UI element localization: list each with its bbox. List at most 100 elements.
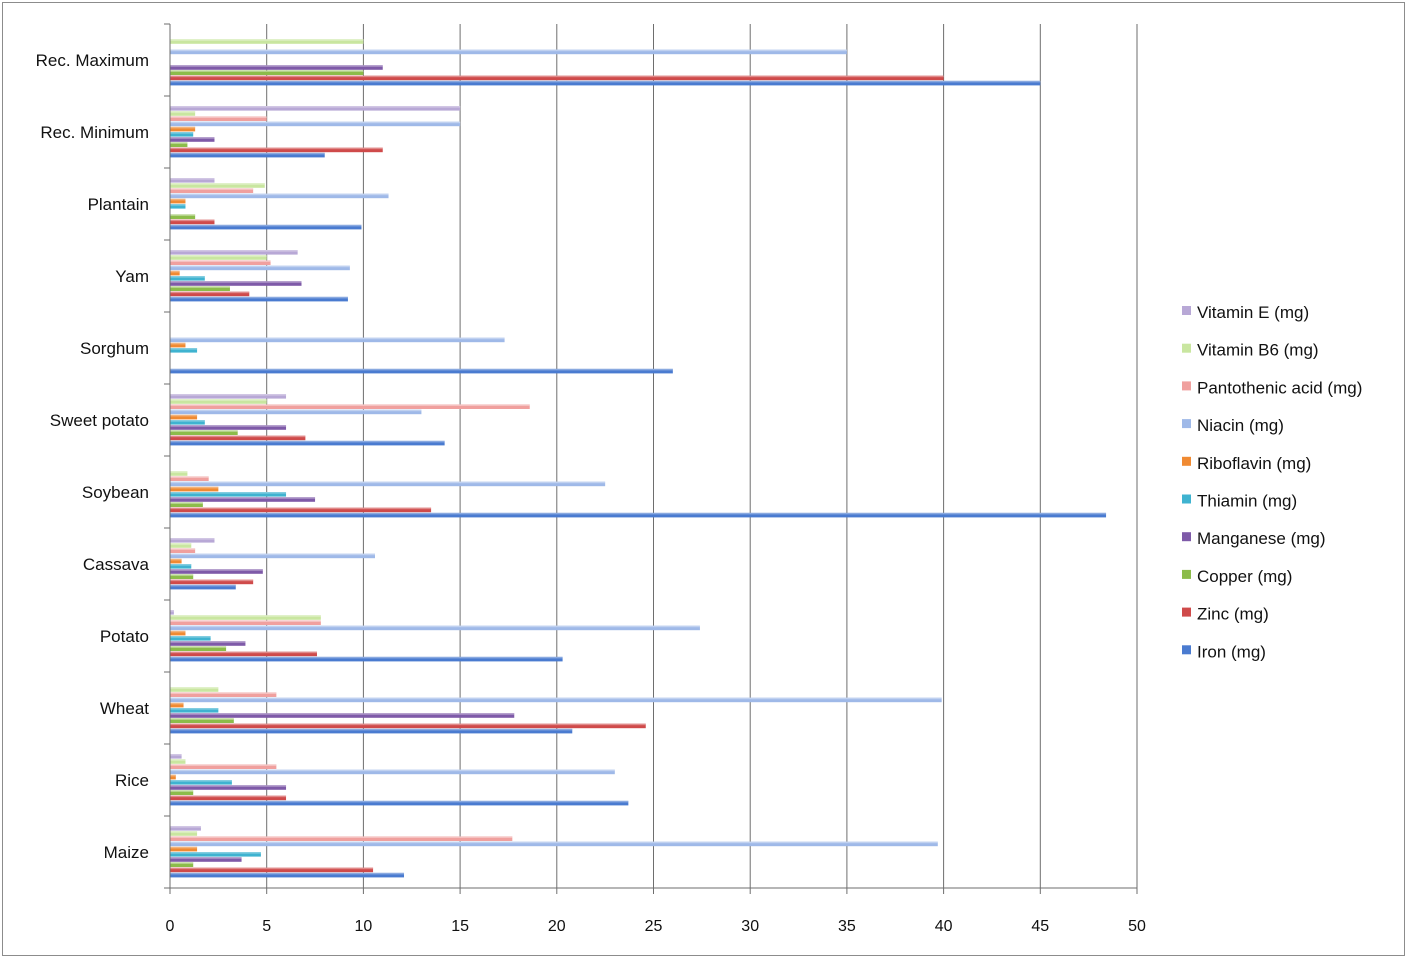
legend-swatch-zinc xyxy=(1182,607,1191,617)
bar-plantain-copper xyxy=(170,214,196,219)
bar-cassava-copper xyxy=(170,574,194,579)
bar-highlight xyxy=(170,250,298,252)
bar-highlight xyxy=(170,204,186,206)
bar-potato-vitamin-b6 xyxy=(170,615,321,620)
bar-highlight xyxy=(170,713,515,715)
bar-rec-maximum-vitamin-b6 xyxy=(170,39,364,44)
bar-highlight xyxy=(170,409,422,412)
bar-highlight xyxy=(170,831,198,833)
x-tick-label: 0 xyxy=(166,918,175,935)
bar-soybean-zinc xyxy=(170,507,432,513)
bar-highlight xyxy=(170,425,287,427)
bar-potato-riboflavin xyxy=(170,630,186,636)
bar-potato-vitamin-e xyxy=(170,610,174,615)
bar-maize-manganese xyxy=(170,857,242,862)
bar-highlight xyxy=(170,584,236,587)
bar-rec-maximum-manganese xyxy=(170,65,383,70)
bar-sweet-potato-iron xyxy=(170,440,445,446)
bar-highlight xyxy=(170,702,184,705)
bar-plantain-riboflavin xyxy=(170,198,186,204)
bar-sorghum-riboflavin xyxy=(170,342,186,348)
legend-swatch-copper xyxy=(1182,569,1191,579)
bar-soybean-niacin xyxy=(170,481,606,487)
bar-cassava-zinc xyxy=(170,579,254,585)
category-label-rec-minimum: Rec. Minimum xyxy=(40,123,149,142)
bar-cassava-vitamin-e xyxy=(170,538,215,543)
legend-label-manganese: Manganese (mg) xyxy=(1197,529,1326,548)
bar-highlight xyxy=(170,697,942,700)
bar-highlight xyxy=(170,126,196,129)
bar-rice-vitamin-e xyxy=(170,754,182,759)
bar-maize-pantothenic-acid xyxy=(170,836,513,841)
bar-sweet-potato-riboflavin xyxy=(170,414,198,420)
legend-swatch-riboflavin xyxy=(1182,456,1191,466)
bar-rec-minimum-vitamin-b6 xyxy=(170,111,196,116)
bar-sweet-potato-pantothenic-acid xyxy=(170,404,530,409)
category-label-sorghum: Sorghum xyxy=(80,339,149,358)
bar-highlight xyxy=(170,188,254,190)
bar-highlight xyxy=(170,404,530,406)
bar-maize-copper xyxy=(170,862,194,867)
legend-label-pantothenic-acid: Pantothenic acid (mg) xyxy=(1197,378,1362,397)
bar-highlight xyxy=(170,414,198,417)
bar-highlight xyxy=(170,718,234,720)
legend-label-vitamin-b6: Vitamin B6 (mg) xyxy=(1197,341,1319,360)
x-tick-label: 50 xyxy=(1128,918,1146,935)
bar-highlight xyxy=(170,106,461,108)
bar-potato-iron xyxy=(170,656,563,662)
x-tick-label: 35 xyxy=(838,918,856,935)
bar-highlight xyxy=(170,368,673,371)
bar-highlight xyxy=(170,507,432,510)
bar-highlight xyxy=(170,692,277,694)
bar-plantain-iron xyxy=(170,224,362,230)
bar-highlight xyxy=(170,728,573,731)
bar-highlight xyxy=(170,147,383,150)
bar-soybean-iron xyxy=(170,512,1107,518)
bar-highlight xyxy=(170,265,350,268)
bar-highlight xyxy=(170,49,847,52)
bar-yam-copper xyxy=(170,286,230,291)
legend-swatch-vitamin-e xyxy=(1182,306,1191,315)
bar-highlight xyxy=(170,795,287,798)
legend-swatch-pantothenic-acid xyxy=(1182,381,1191,391)
bar-sweet-potato-niacin xyxy=(170,409,422,415)
bar-sweet-potato-vitamin-b6 xyxy=(170,399,267,404)
bar-sweet-potato-copper xyxy=(170,430,238,435)
bar-highlight xyxy=(170,800,629,803)
bar-highlight xyxy=(170,548,196,550)
bar-highlight xyxy=(170,610,174,612)
bar-maize-vitamin-b6 xyxy=(170,831,198,836)
category-label-wheat: Wheat xyxy=(100,699,149,718)
bar-maize-riboflavin xyxy=(170,846,198,852)
bar-plantain-vitamin-e xyxy=(170,178,215,183)
bar-highlight xyxy=(170,471,188,473)
bar-rice-pantothenic-acid xyxy=(170,764,277,769)
legend-swatch-thiamin xyxy=(1182,494,1191,504)
bar-rec-minimum-niacin xyxy=(170,121,461,127)
bar-sweet-potato-manganese xyxy=(170,425,287,430)
bar-highlight xyxy=(170,558,182,561)
bar-wheat-vitamin-b6 xyxy=(170,687,219,692)
bar-yam-zinc xyxy=(170,291,250,297)
bar-rec-maximum-zinc xyxy=(170,75,944,81)
bar-yam-vitamin-b6 xyxy=(170,255,267,260)
bar-highlight xyxy=(170,538,215,540)
bar-maize-niacin xyxy=(170,841,938,847)
bar-highlight xyxy=(170,132,194,134)
bar-rice-thiamin xyxy=(170,780,232,785)
x-tick-label: 30 xyxy=(741,918,759,935)
bar-wheat-riboflavin xyxy=(170,702,184,708)
bar-highlight xyxy=(170,342,186,345)
bar-highlight xyxy=(170,867,374,870)
bar-plantain-zinc xyxy=(170,219,215,225)
bar-highlight xyxy=(170,142,188,144)
x-tick-label: 15 xyxy=(451,918,469,935)
bar-plantain-niacin xyxy=(170,193,389,199)
bar-highlight xyxy=(170,70,364,72)
bar-highlight xyxy=(170,502,203,504)
bar-highlight xyxy=(170,214,196,216)
bar-highlight xyxy=(170,435,306,438)
bar-rec-minimum-riboflavin xyxy=(170,126,196,132)
bar-highlight xyxy=(170,769,615,772)
bar-highlight xyxy=(170,723,646,726)
